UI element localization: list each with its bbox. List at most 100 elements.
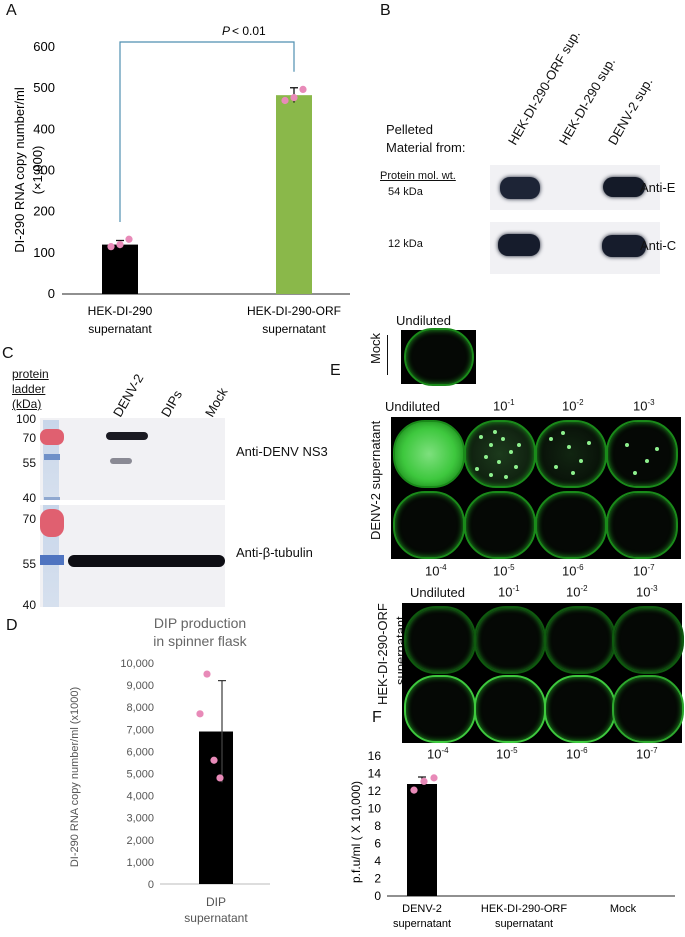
b-band-c-1	[498, 234, 540, 256]
e-denv-well-2	[535, 420, 607, 488]
b-mw-header: Protein mol. wt.	[380, 170, 456, 182]
e-denv-well-7	[606, 491, 678, 559]
e-denv-dil-6: 10-6	[562, 563, 584, 578]
d-bar	[199, 731, 233, 884]
e-orf-dil-2-base: 10	[566, 584, 581, 600]
e-denv-well-5	[464, 491, 536, 559]
f-cat1-line2: supernatant	[393, 918, 451, 930]
e-orf-label-line1: HEK-DI-290-ORF	[375, 603, 390, 705]
b-blot-e	[490, 165, 660, 210]
b-mw-54: 54 kDa	[388, 186, 423, 198]
e-denv-well-4	[393, 491, 465, 559]
e-denv-label: DENV-2 supernatant	[368, 420, 383, 540]
c-ladder-band-40	[44, 497, 60, 500]
c-ladder-band-55-b	[40, 555, 64, 565]
e-denv-dil-6-exp: -6	[576, 563, 584, 572]
b-mw-12: 12 kDa	[388, 238, 423, 250]
e-mock-plate	[401, 328, 476, 386]
e-orf-dil-3: 10-3	[636, 584, 658, 599]
e-denv-dil-4-exp: -4	[439, 563, 447, 572]
d-ytick: 8,000	[126, 702, 154, 714]
e-orf-well-3	[612, 606, 684, 674]
e-denv-dil-4: 10-4	[425, 563, 447, 578]
e-denv-dil-1-exp: -1	[507, 398, 515, 407]
e-orf-well-5	[474, 675, 546, 743]
e-denv-dil-6-base: 10	[562, 563, 577, 579]
e-orf-dil-6: 10-6	[566, 746, 588, 761]
d-ytick: 9,000	[126, 680, 154, 692]
c-mw-40-b: 40	[22, 598, 36, 612]
e-denv-dil-3-exp: -3	[647, 398, 655, 407]
e-orf-well-4	[404, 675, 476, 743]
e-undiluted-mock: Undiluted	[396, 313, 451, 328]
c-ladder-line1: protein	[12, 367, 49, 381]
e-denv-dil-2-exp: -2	[576, 398, 584, 407]
d-title-line1: DIP production	[154, 615, 246, 631]
e-denv-dil-4-base: 10	[425, 563, 440, 579]
e-orf-well-1	[474, 606, 546, 674]
e-orf-dil-2-exp: -2	[580, 584, 588, 593]
e-denv-dil-1: 10-1	[493, 398, 515, 413]
b-band-e-1	[500, 177, 540, 199]
chart-d: DIP production in spinner flask DI-290 R…	[69, 615, 270, 925]
b-band-e-3	[603, 177, 645, 197]
c-band-ns3-faint	[110, 458, 132, 464]
e-denv-dil-2: 10-2	[562, 398, 584, 413]
e-mock-divider	[387, 335, 388, 375]
e-orf-dil-2: 10-2	[566, 584, 588, 599]
panel-label-f: F	[372, 709, 382, 726]
e-denv-plaques	[475, 430, 659, 479]
d-data-point	[196, 710, 204, 718]
e-denv-dil-1-base: 10	[493, 398, 508, 414]
a-bar	[276, 95, 312, 294]
a-significance-bracket	[119, 41, 295, 222]
c-anti-ns3: Anti-DENV NS3	[236, 444, 328, 459]
c-band-ns3	[106, 432, 148, 440]
e-denv-dil-3-base: 10	[633, 398, 648, 414]
f-data-point	[420, 777, 428, 785]
a-cat1-line1: HEK-DI-290	[88, 304, 153, 318]
f-cat2-line1: HEK-DI-290-ORF	[481, 903, 567, 915]
a-ylabel-line2: (×1,000)	[30, 146, 45, 195]
c-mw-55: 55	[22, 456, 36, 470]
e-mock-well	[404, 328, 474, 386]
b-lane-3: DENV-2 sup.	[605, 74, 656, 148]
e-orf-dil-4-exp: -4	[441, 746, 449, 755]
c-lane-1: DENV-2	[110, 371, 147, 420]
e-orf-dil-1-base: 10	[498, 584, 513, 600]
f-ytick: 2	[374, 872, 381, 886]
a-bar	[102, 244, 138, 294]
e-denv-dil-7-exp: -7	[647, 563, 655, 572]
c-blot-bottom	[40, 505, 225, 607]
f-cat3: Mock	[610, 903, 637, 915]
b-pelleted-line1: Pelleted	[386, 122, 433, 137]
a-data-point	[290, 94, 298, 102]
b-anti-e: Anti-E	[640, 180, 676, 195]
a-ytick: 0	[48, 286, 55, 301]
d-ytick: 7,000	[126, 724, 154, 736]
b-pelleted-line2: Material from:	[386, 140, 466, 155]
a-data-point	[125, 235, 133, 243]
f-ytick: 8	[374, 819, 381, 833]
a-ytick: 100	[33, 245, 55, 260]
a-ytick: 400	[33, 121, 55, 136]
b-band-c-3	[602, 235, 646, 257]
d-cat-line1: DIP	[206, 895, 226, 909]
e-orf-dil-5-base: 10	[496, 746, 511, 762]
panel-label-c: C	[2, 345, 14, 362]
d-ytick: 4,000	[126, 791, 154, 803]
e-undiluted-orf: Undiluted	[410, 585, 465, 600]
d-data-point	[216, 774, 224, 782]
pvalue-prefix: P	[222, 24, 230, 38]
f-data-point	[410, 786, 418, 794]
e-denv-well-3	[606, 420, 678, 488]
pvalue-suffix: < 0.01	[232, 24, 266, 38]
f-data-point	[430, 774, 438, 782]
f-ytick: 16	[368, 749, 382, 763]
e-orf-dil-5: 10-5	[496, 746, 518, 761]
e-orf-dil-7-exp: -7	[650, 746, 658, 755]
a-ytick: 500	[33, 80, 55, 95]
c-blot-top	[40, 418, 225, 500]
c-mw-70: 70	[22, 431, 36, 445]
d-ytick: 3,000	[126, 813, 154, 825]
